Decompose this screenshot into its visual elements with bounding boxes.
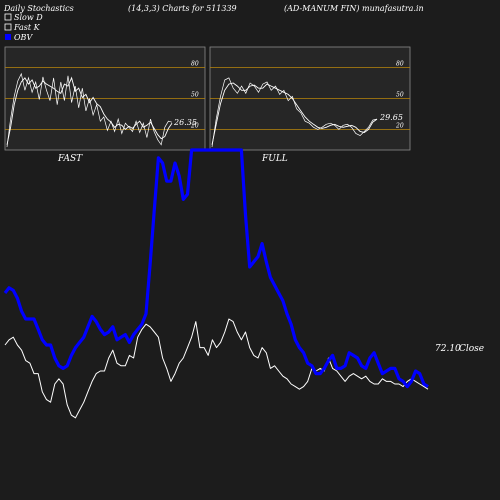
legend-label-obv: OBV [14,33,33,42]
fast-level-label-80: 80 [191,61,199,68]
header-params: (14,3,3) Charts for 511339 [128,4,237,13]
full-last-value: 29.65 [379,113,403,122]
header-company: (AD-MANUM FIN) munafasutra.in [284,4,424,13]
legend: Slow D Fast K OBV [4,13,43,42]
fast-series-line-1 [6,72,173,147]
fast-last-value: 26.35 [173,118,197,127]
header-title: Daily Stochastics [3,4,74,13]
fast-level-label-50: 50 [191,92,199,99]
close-line [4,318,429,419]
full-level-label-20: 20 [395,122,404,129]
fast-stochastic-panel: 80 50 20 FAST 26.35 [4,46,206,164]
full-panel-caption: FULL [261,154,288,164]
fast-panel-caption: FAST [57,154,83,164]
legend-label-fast-k: Fast K [13,23,41,32]
legend-swatch-slow-d [4,13,12,21]
fast-level-label-20: 20 [190,122,199,129]
full-series-line-1 [211,77,378,147]
last-close-suffix: Close [459,344,484,354]
price-obv-chart [3,148,429,419]
full-stochastic-panel: 80 50 20 FULL 29.65 [209,46,411,164]
last-close-value: 72.10 [435,344,461,354]
legend-swatch-obv [5,34,11,40]
obv-line [3,148,429,389]
full-level-label-80: 80 [396,61,404,68]
legend-label-slow-d: Slow D [14,13,43,22]
legend-swatch-fast-k [4,23,12,31]
full-level-label-50: 50 [396,92,404,99]
